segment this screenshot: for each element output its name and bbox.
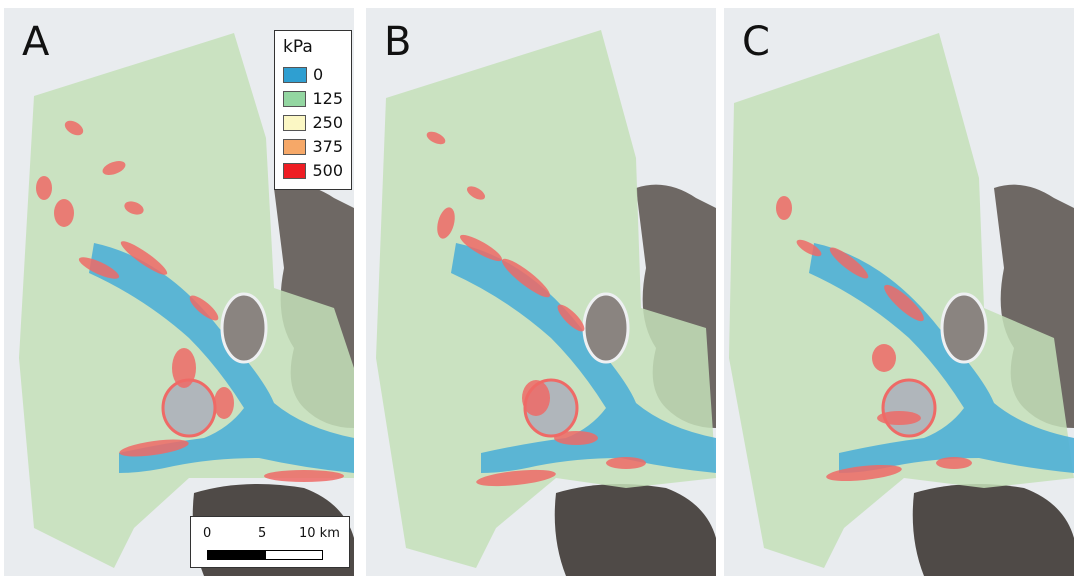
- map-panel-b: B: [366, 8, 716, 576]
- high-drag-zone: [124, 201, 144, 215]
- basal-drag-map-b: [366, 8, 716, 576]
- legend-swatch: [283, 91, 307, 107]
- scale-tick-10km: 10 km: [299, 526, 340, 541]
- panel-label: C: [742, 19, 770, 65]
- nunatak-north: [220, 292, 268, 364]
- legend-label: 500: [312, 161, 343, 180]
- legend-swatch: [283, 67, 307, 83]
- high-drag-zone: [796, 239, 822, 257]
- legend-item: 250: [283, 111, 343, 135]
- high-drag-zone: [826, 464, 902, 482]
- legend-title: kPa: [283, 37, 313, 57]
- high-drag-zone: [54, 199, 74, 227]
- high-drag-zone: [936, 457, 972, 469]
- high-drag-zone: [426, 131, 446, 145]
- high-drag-zone: [36, 176, 52, 200]
- legend-item: 125: [283, 87, 343, 111]
- high-drag-zone: [829, 247, 869, 279]
- map-panel-a: A kPa 0 125 250 375 500 0 5 10 km: [4, 8, 354, 576]
- high-drag-zone: [460, 234, 502, 262]
- high-drag-zone: [120, 241, 168, 275]
- high-drag-zone: [557, 304, 585, 332]
- high-drag-zone: [501, 258, 551, 298]
- high-drag-zone: [476, 469, 556, 487]
- high-drag-zone: [172, 348, 196, 388]
- legend-label: 250: [312, 113, 343, 132]
- scale-bar: 0 5 10 km: [190, 516, 350, 568]
- high-drag-zone: [189, 295, 219, 321]
- legend-swatch: [283, 115, 307, 131]
- bedrock-south: [554, 484, 716, 576]
- fast-flow-trunk: [451, 243, 716, 473]
- high-drag-zone: [776, 196, 792, 220]
- scale-tick-5: 5: [258, 526, 267, 541]
- high-drag-zone: [872, 344, 896, 372]
- legend-item: 0: [283, 63, 343, 87]
- legend-swatch: [283, 139, 307, 155]
- legend-item: 375: [283, 135, 343, 159]
- bedrock-south: [912, 484, 1074, 576]
- high-drag-zone: [102, 161, 126, 175]
- high-drag-zone: [884, 284, 924, 322]
- basal-drag-map-c: [724, 8, 1074, 576]
- high-drag-zone: [214, 387, 234, 419]
- map-panel-c: C: [724, 8, 1074, 576]
- high-drag-zone: [877, 411, 921, 425]
- fast-flow-trunk: [89, 243, 354, 473]
- high-drag-zone: [554, 431, 598, 445]
- legend: kPa 0 125 250 375 500: [274, 30, 352, 190]
- high-drag-zone: [78, 257, 120, 279]
- scale-tick-0: 0: [203, 526, 212, 541]
- legend-label: 0: [313, 65, 324, 84]
- scale-segment-black: [207, 550, 265, 560]
- nunatak-south: [161, 378, 217, 438]
- legend-item: 500: [283, 159, 343, 183]
- scale-segment-white: [265, 550, 323, 560]
- high-drag-zone: [264, 470, 344, 482]
- high-drag-zone: [606, 457, 646, 469]
- panel-label: A: [22, 19, 50, 65]
- high-drag-zone: [466, 186, 486, 200]
- legend-label: 125: [312, 89, 343, 108]
- legend-label: 375: [312, 137, 343, 156]
- nunatak-south: [881, 378, 937, 438]
- fast-flow-trunk: [809, 243, 1074, 473]
- nunatak-north: [940, 292, 988, 364]
- high-drag-zone: [437, 207, 455, 239]
- high-drag-zone: [64, 120, 84, 136]
- nunatak-north: [582, 292, 630, 364]
- high-drag-zone: [522, 380, 550, 416]
- high-drag-zone: [119, 439, 189, 457]
- legend-swatch: [283, 163, 307, 179]
- panel-label: B: [384, 19, 412, 65]
